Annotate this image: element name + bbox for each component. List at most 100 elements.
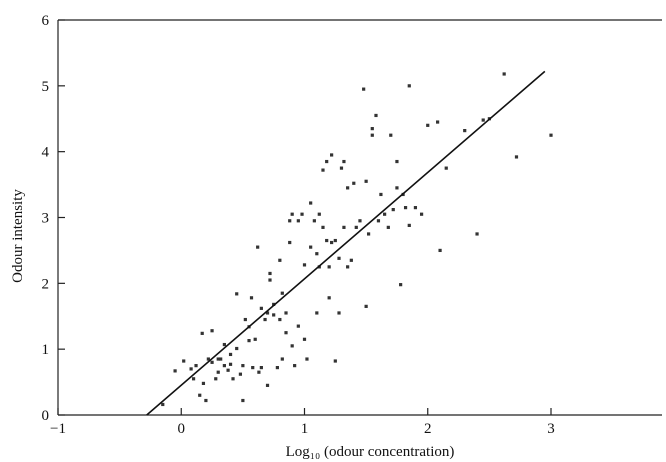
data-point (407, 84, 411, 88)
data-point (226, 368, 230, 372)
data-point (259, 306, 263, 310)
data-point (263, 317, 267, 322)
data-point (358, 219, 362, 223)
data-point (305, 357, 309, 361)
data-point (342, 225, 346, 229)
data-point (383, 212, 387, 216)
data-point (228, 362, 233, 366)
data-point (249, 296, 254, 300)
data-point (241, 364, 245, 368)
data-point (290, 212, 294, 216)
data-point (253, 337, 257, 341)
data-point (243, 317, 247, 322)
data-point (300, 212, 304, 216)
data-point (317, 212, 321, 216)
data-point (330, 240, 334, 245)
data-point (349, 258, 353, 262)
data-point (407, 223, 411, 227)
data-point (315, 252, 319, 256)
data-point (238, 372, 243, 376)
x-tick-label: 0 (178, 421, 186, 437)
data-point (549, 133, 553, 137)
data-point (161, 402, 165, 407)
data-point (268, 278, 272, 282)
data-point (278, 317, 282, 322)
data-point (379, 192, 383, 197)
data-point (346, 265, 350, 269)
y-tick-label: 2 (42, 276, 50, 292)
data-point (325, 238, 329, 243)
data-point (366, 232, 371, 236)
data-point (342, 159, 346, 164)
x-tick-label: 3 (547, 421, 555, 437)
x-axis-label: Log₁₀ (odour concentration) (286, 444, 455, 460)
data-point (198, 393, 202, 397)
data-point (173, 369, 177, 373)
data-point (206, 357, 210, 361)
y-tick-label: 0 (42, 408, 50, 424)
data-point (354, 225, 358, 229)
data-point (395, 186, 399, 190)
data-point (189, 367, 193, 371)
data-point (222, 342, 226, 347)
data-point (265, 383, 270, 387)
data-point (403, 206, 408, 210)
data-point (210, 329, 214, 333)
y-tick-label: 4 (42, 145, 50, 161)
data-point (514, 155, 519, 159)
data-point (257, 370, 261, 374)
data-point (182, 359, 186, 363)
y-tick-label: 5 (42, 79, 50, 95)
y-tick-label: 3 (42, 211, 50, 227)
data-point (204, 398, 208, 403)
data-point (214, 377, 218, 381)
data-point (284, 331, 288, 335)
data-point (386, 225, 390, 229)
data-point (337, 256, 341, 260)
fit-line-group (146, 70, 546, 416)
data-point (235, 346, 239, 351)
data-point (247, 339, 251, 343)
data-point (290, 344, 294, 348)
data-point (201, 381, 206, 385)
data-point (364, 304, 368, 308)
data-point (280, 357, 284, 361)
data-point (376, 219, 381, 223)
data-point (352, 181, 356, 185)
data-point (191, 377, 196, 381)
data-point (302, 263, 307, 267)
data-points (161, 72, 553, 407)
data-point (475, 232, 479, 236)
data-point (327, 265, 331, 269)
x-tick-label: −1 (50, 421, 66, 437)
data-point (374, 113, 378, 118)
data-point (391, 208, 395, 212)
data-point (463, 129, 467, 133)
data-point (426, 123, 430, 127)
data-point (302, 337, 307, 341)
data-point (333, 238, 337, 243)
data-point (444, 166, 448, 170)
data-point (399, 283, 403, 287)
data-point (327, 296, 331, 300)
y-tick-label: 1 (42, 342, 50, 358)
data-point (288, 219, 292, 223)
data-point (235, 292, 239, 296)
data-point (275, 366, 279, 370)
data-point (268, 271, 272, 276)
data-point (315, 311, 319, 315)
fit-line (146, 70, 546, 416)
data-point (413, 206, 418, 210)
data-point (272, 313, 276, 317)
data-point (370, 133, 374, 137)
data-point (438, 248, 442, 253)
data-point (321, 225, 325, 229)
data-point (241, 398, 245, 403)
data-point (296, 219, 300, 223)
data-point (251, 366, 255, 370)
data-point (216, 370, 220, 374)
data-point (228, 352, 233, 357)
data-point (370, 127, 374, 131)
data-point (362, 87, 366, 91)
